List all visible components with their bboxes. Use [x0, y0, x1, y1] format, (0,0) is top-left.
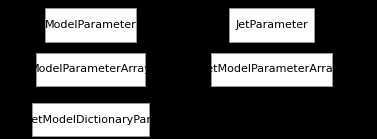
Text: JetModelParameterArray: JetModelParameterArray — [203, 64, 340, 75]
Text: ModelParameterArray: ModelParameterArray — [29, 64, 152, 75]
FancyBboxPatch shape — [229, 8, 314, 42]
FancyBboxPatch shape — [44, 8, 136, 42]
Text: ModelParameter: ModelParameter — [44, 20, 136, 30]
Text: JetModelDictionaryPar: JetModelDictionaryPar — [29, 115, 152, 125]
FancyBboxPatch shape — [36, 53, 145, 86]
Text: JetParameter: JetParameter — [235, 20, 308, 30]
FancyBboxPatch shape — [211, 53, 331, 86]
FancyBboxPatch shape — [32, 103, 149, 136]
